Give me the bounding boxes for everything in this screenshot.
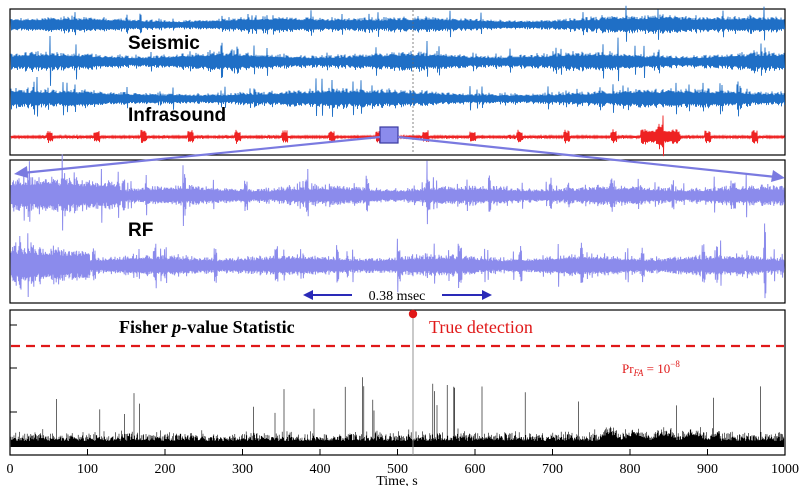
fisher-title-p: p [170,317,181,337]
threshold-label-pr: Pr [622,361,634,376]
rf-trace-2 [10,223,785,299]
detection-marker [408,309,418,319]
x-tick-label-300: 300 [232,462,253,477]
zoom-arrow-left [21,135,381,175]
x-tick-label-900: 900 [697,462,718,477]
threshold-label-sub: FA [633,368,644,378]
y-ticks [10,324,17,413]
zoom-arrow-left-head [14,166,28,178]
fisher-trace-path [10,377,785,447]
zoom-window-box [379,126,399,144]
zoom-arrow-right-head [771,170,785,182]
threshold-label-eq: = 10 [643,361,670,376]
zoom-arrow-right [397,135,777,179]
x-tick-label-800: 800 [620,462,641,477]
x-tick-label-600: 600 [465,462,486,477]
x-tick-label-100: 100 [77,462,98,477]
rf-label: RF [128,220,153,241]
seismic-label: Seismic [128,33,200,54]
x-tick-label-700: 700 [542,462,563,477]
panel-seismic-infrasound: Seismic Infrasound [9,5,786,157]
x-axis-label: Time, s [376,474,418,486]
x-tick-label-400: 400 [310,462,331,477]
duration-label: 0.38 msec [369,289,426,304]
x-tick-label-200: 200 [155,462,176,477]
infrasound-label: Infrasound [128,105,226,126]
zoom-arrows [14,135,785,182]
threshold-label: PrFA = 10−8 [622,359,680,378]
detection-label: True detection [429,317,533,337]
rf-traces [10,154,785,299]
panel-fisher: Fisher p-value Statistic True detection … [7,309,799,486]
fisher-title-a: Fisher [119,317,172,337]
threshold-label-sup: −8 [670,359,680,369]
seismic-trace-1 [10,5,785,42]
duration-arrow-left-head [303,290,313,300]
x-axis: 0 100 200 300 400 500 600 700 800 900 1000 [7,449,799,477]
x-tick-label-500: 500 [387,462,408,477]
duration-arrow-right-head [482,290,492,300]
fisher-title: Fisher p-value Statistic [119,317,295,337]
seismic-trace-2 [10,35,785,86]
rf-trace-1 [10,154,785,231]
x-tick-label-0: 0 [7,462,14,477]
fisher-title-b: -value Statistic [181,317,294,337]
panel-rf: RF 0.38 msec [9,154,786,304]
x-tick-label-1000: 1000 [771,462,799,477]
fisher-statistic-trace [10,377,785,447]
duration-arrow: 0.38 msec [303,289,492,304]
seismic-trace-3 [10,76,785,117]
